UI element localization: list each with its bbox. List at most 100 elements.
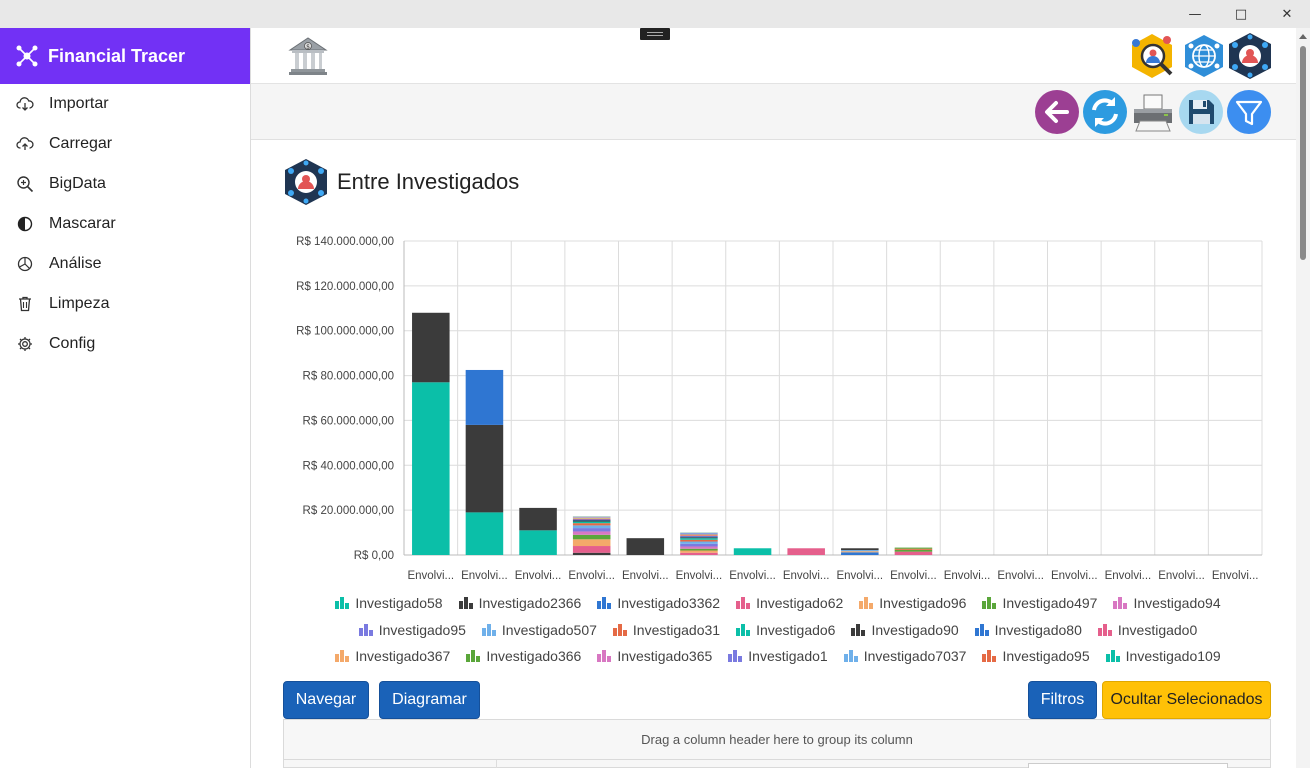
- legend-item[interactable]: Investigado95: [358, 622, 466, 638]
- legend-item[interactable]: Investigado80: [974, 622, 1082, 638]
- contrast-icon: [16, 215, 34, 233]
- filtros-button[interactable]: Filtros: [1028, 681, 1097, 719]
- bar-chart-swatch-icon: [982, 597, 997, 610]
- close-icon[interactable]: ✕: [1281, 6, 1293, 22]
- bar-segment: [572, 534, 611, 540]
- x-tick-label: Envolvi...: [1105, 570, 1152, 582]
- x-tick-label: Envolvi...: [836, 570, 883, 582]
- bar-segment: [572, 539, 611, 547]
- bar-chart-swatch-icon: [612, 623, 627, 636]
- legend-item[interactable]: Investigado94: [1113, 595, 1221, 612]
- bar-chart-swatch-icon: [974, 623, 989, 636]
- scroll-up-icon[interactable]: [1299, 34, 1307, 39]
- legend-item[interactable]: Investigado109: [1105, 648, 1221, 665]
- x-tick-label: Envolvi...: [676, 570, 723, 582]
- minimize-icon[interactable]: —: [1188, 6, 1202, 22]
- investigated-network-icon[interactable]: [1227, 31, 1273, 81]
- legend-item[interactable]: Investigado0: [1097, 622, 1197, 638]
- bar-chart-swatch-icon: [851, 623, 866, 636]
- x-tick-label: Envolvi...: [1212, 570, 1259, 582]
- bank-icon[interactable]: $: [284, 32, 332, 80]
- bar-chart-swatch-icon: [843, 650, 858, 663]
- legend-item[interactable]: Investigado367: [335, 648, 450, 664]
- legend-item[interactable]: Investigado96: [859, 595, 966, 611]
- legend-item[interactable]: Investigado365: [597, 648, 712, 664]
- vertical-scrollbar[interactable]: [1296, 28, 1310, 768]
- navegar-button[interactable]: Navegar: [283, 681, 369, 719]
- filter-icon[interactable]: [1226, 89, 1272, 135]
- maximize-icon[interactable]: □: [1234, 6, 1248, 22]
- legend-item[interactable]: Investigado31: [612, 621, 721, 638]
- bar-segment: [572, 552, 611, 555]
- bar-segment: [572, 528, 611, 532]
- sidebar-item-config[interactable]: Config: [0, 324, 250, 364]
- diagramar-button[interactable]: Diagramar: [379, 681, 480, 719]
- x-tick-label: Envolvi...: [461, 570, 508, 582]
- printer-icon[interactable]: [1130, 89, 1176, 135]
- bar-segment: [572, 518, 611, 519]
- bar-segment: [572, 531, 611, 535]
- app-title: Financial Tracer: [48, 45, 186, 66]
- network-globe-icon[interactable]: [1182, 33, 1226, 79]
- bar-chart-swatch-icon: [597, 650, 612, 663]
- legend-label: Investigado1: [748, 648, 828, 665]
- bar-segment: [465, 512, 504, 555]
- window-titlebar: — □ ✕: [0, 0, 1310, 28]
- bar-segment: [894, 548, 933, 550]
- legend-item[interactable]: Investigado6: [736, 622, 835, 638]
- bar-segment: [894, 551, 933, 555]
- legend-item[interactable]: Investigado2366: [458, 595, 582, 612]
- scrollbar-thumb[interactable]: [1300, 46, 1306, 260]
- group-panel[interactable]: Drag a column header here to group its c…: [284, 720, 1270, 760]
- chart-legend: Investigado58 Investigado2366 Investigado3…: [283, 590, 1273, 670]
- sidebar-item-label: Limpeza: [49, 295, 110, 312]
- sidebar: Financial Tracer Importar Carregar BigD: [0, 28, 251, 768]
- drag-handle[interactable]: [640, 28, 670, 40]
- legend-item[interactable]: Investigado58: [335, 595, 443, 611]
- legend-label: Investigado3362: [617, 595, 721, 612]
- zoom-icon: [16, 175, 34, 193]
- y-tick-label: R$ 80.000.000,00: [303, 371, 394, 383]
- legend-label: Investigado94: [1133, 595, 1221, 612]
- sidebar-item-carregar[interactable]: Carregar: [0, 124, 250, 164]
- sidebar-item-mascarar[interactable]: Mascarar: [0, 204, 250, 244]
- refresh-icon[interactable]: [1082, 89, 1128, 135]
- bar-chart-swatch-icon: [859, 597, 874, 610]
- legend-label: Investigado31: [632, 621, 721, 638]
- sidebar-item-limpeza[interactable]: Limpeza: [0, 284, 250, 324]
- legend-item[interactable]: Investigado62: [736, 595, 843, 611]
- bar-chart-swatch-icon: [466, 650, 481, 663]
- sidebar-item-bigdata[interactable]: BigData: [0, 164, 250, 204]
- sidebar-item-analise[interactable]: Análise: [0, 244, 250, 284]
- legend-item[interactable]: Investigado3362: [597, 595, 720, 611]
- y-tick-label: R$ 20.000.000,00: [303, 505, 394, 517]
- sidebar-item-label: BigData: [49, 175, 106, 192]
- bar-segment: [733, 548, 772, 555]
- cloud-upload-icon: [16, 135, 34, 153]
- legend-label: Investigado2366: [478, 595, 582, 612]
- app-brand[interactable]: Financial Tracer: [0, 28, 250, 84]
- legend-item[interactable]: Investigado95: [982, 648, 1090, 664]
- x-tick-label: Envolvi...: [407, 570, 454, 582]
- bar-segment: [680, 539, 718, 542]
- legend-item[interactable]: Investigado507: [481, 622, 597, 638]
- back-arrow-icon[interactable]: [1034, 89, 1080, 135]
- save-icon[interactable]: [1178, 89, 1224, 135]
- bar-segment: [680, 537, 718, 539]
- legend-item[interactable]: Investigado497: [982, 595, 1097, 611]
- legend-label: Investigado367: [355, 648, 451, 665]
- legend-label: Investigado109: [1125, 648, 1221, 665]
- column-header-row: [284, 760, 1270, 768]
- x-tick-label: Envolvi...: [890, 570, 937, 582]
- bar-segment: [680, 535, 718, 537]
- legend-item[interactable]: Investigado7037: [843, 648, 966, 664]
- legend-item[interactable]: Investigado1: [728, 648, 828, 665]
- legend-item[interactable]: Investigado90: [851, 622, 959, 638]
- ocultar-selecionados-button[interactable]: Ocultar Selecionados: [1102, 681, 1271, 719]
- x-tick-label: Envolvi...: [568, 570, 615, 582]
- sidebar-item-importar[interactable]: Importar: [0, 84, 250, 124]
- investigate-users-icon[interactable]: [1127, 31, 1177, 81]
- y-tick-label: R$ 0,00: [354, 550, 394, 562]
- bar-segment: [787, 548, 825, 555]
- legend-item[interactable]: Investigado366: [466, 648, 581, 664]
